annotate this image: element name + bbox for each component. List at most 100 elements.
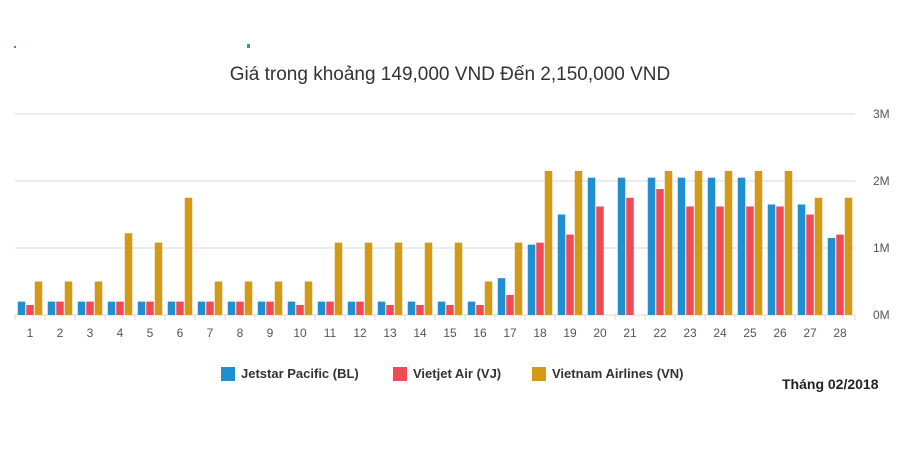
x-tick-label: 22: [653, 326, 667, 340]
bar-vietnam-airlines: [94, 281, 103, 315]
bar-vietjet: [716, 206, 724, 315]
bar-vietnam-airlines: [334, 242, 343, 315]
bar-jetstar: [407, 301, 416, 315]
x-tick-label: 5: [147, 326, 154, 340]
legend-vietjet[interactable]: Vietjet Air (VJ): [393, 366, 501, 381]
bar-vietjet: [146, 301, 154, 315]
bar-jetstar: [647, 177, 656, 315]
bar-jetstar: [707, 177, 716, 315]
bar-vietjet: [356, 301, 364, 315]
x-tick-label: 27: [803, 326, 817, 340]
bar-jetstar: [197, 301, 206, 315]
bar-jetstar: [77, 301, 86, 315]
legend-jetstar[interactable]: Jetstar Pacific (BL): [221, 366, 359, 381]
x-tick-label: 12: [353, 326, 367, 340]
x-tick-label: 11: [324, 326, 337, 340]
bar-vietjet: [86, 301, 94, 315]
bar-vietnam-airlines: [424, 242, 433, 315]
bar-vietjet: [536, 242, 544, 315]
x-tick-label: 19: [563, 326, 577, 340]
bar-jetstar: [347, 301, 356, 315]
x-tick-label: 16: [473, 326, 487, 340]
bar-vietnam-airlines: [34, 281, 43, 315]
bar-jetstar: [287, 301, 296, 315]
bar-vietnam-airlines: [244, 281, 253, 315]
bar-jetstar: [167, 301, 176, 315]
x-tick-label: 8: [237, 326, 244, 340]
bar-jetstar: [107, 301, 116, 315]
bar-vietjet: [266, 301, 274, 315]
bar-jetstar: [497, 278, 506, 315]
bar-jetstar: [677, 177, 686, 315]
bar-vietnam-airlines: [694, 170, 703, 315]
chart-title: Giá trong khoảng 149,000 VND Đến 2,150,0…: [229, 64, 671, 85]
x-tick-label: 10: [293, 326, 307, 340]
bar-jetstar: [617, 177, 626, 315]
x-tick-label: 13: [383, 326, 397, 340]
y-tick-label: 2M: [873, 174, 890, 188]
bar-jetstar: [467, 301, 476, 315]
bar-jetstar: [227, 301, 236, 315]
bar-vietjet: [806, 214, 814, 315]
bar-jetstar: [827, 237, 836, 315]
bar-vietnam-airlines: [364, 242, 373, 315]
x-tick-label: 1: [27, 326, 34, 340]
bar-vietnam-airlines: [784, 170, 793, 315]
legend-swatch-vietnam-airlines: [532, 366, 546, 381]
bar-vietjet: [56, 301, 64, 315]
x-tick-label: 4: [117, 326, 124, 340]
bar-vietjet: [416, 304, 424, 315]
y-tick-label: 0M: [873, 308, 890, 322]
bar-vietjet: [176, 301, 184, 315]
bar-vietnam-airlines: [514, 242, 523, 315]
x-tick-label: 28: [833, 326, 847, 340]
bar-vietjet: [296, 304, 304, 315]
x-tick-label: 21: [623, 326, 637, 340]
x-tick-label: 14: [413, 326, 427, 340]
bar-jetstar: [257, 301, 266, 315]
bar-vietjet: [446, 304, 454, 315]
x-tick-label: 2: [57, 326, 64, 340]
bar-vietjet: [506, 294, 514, 315]
x-tick-label: 15: [443, 326, 457, 340]
legend-swatch-vietjet: [393, 366, 407, 381]
x-tick-label: 9: [267, 326, 274, 340]
bar-vietjet: [686, 206, 694, 315]
legend-swatch-jetstar: [221, 366, 235, 381]
legend-label-vietjet: Vietjet Air (VJ): [413, 366, 502, 381]
bar-vietnam-airlines: [184, 197, 193, 315]
bar-vietjet: [206, 301, 214, 315]
bar-jetstar: [377, 301, 386, 315]
x-tick-label: 25: [743, 326, 757, 340]
bar-vietjet: [236, 301, 244, 315]
bar-vietnam-airlines: [304, 281, 313, 315]
bar-jetstar: [557, 214, 566, 315]
bar-vietnam-airlines: [724, 170, 733, 315]
bar-vietjet: [116, 301, 124, 315]
bar-vietnam-airlines: [844, 197, 853, 315]
legend-vietnam-airlines[interactable]: Vietnam Airlines (VN): [532, 366, 683, 381]
bar-vietjet: [326, 301, 334, 315]
month-label: Tháng 02/2018: [782, 376, 879, 392]
bar-jetstar: [437, 301, 446, 315]
x-tick-label: 26: [773, 326, 787, 340]
bar-vietnam-airlines: [64, 281, 73, 315]
bar-vietnam-airlines: [544, 170, 553, 315]
bar-vietjet: [26, 304, 34, 315]
bar-jetstar: [797, 204, 806, 315]
bar-vietjet: [746, 206, 754, 315]
bar-vietjet: [386, 304, 394, 315]
bar-vietnam-airlines: [484, 281, 493, 315]
bar-vietjet: [596, 206, 604, 315]
y-tick-label: 3M: [873, 107, 890, 121]
x-tick-label: 17: [503, 326, 517, 340]
bar-vietnam-airlines: [274, 281, 283, 315]
legend-label-vietnam-airlines: Vietnam Airlines (VN): [552, 366, 684, 381]
bar-vietnam-airlines: [814, 197, 823, 315]
x-tick-label: 3: [87, 326, 94, 340]
y-tick-label: 1M: [873, 241, 890, 255]
bar-jetstar: [47, 301, 56, 315]
bar-vietjet: [656, 189, 664, 315]
bar-vietjet: [626, 197, 634, 315]
